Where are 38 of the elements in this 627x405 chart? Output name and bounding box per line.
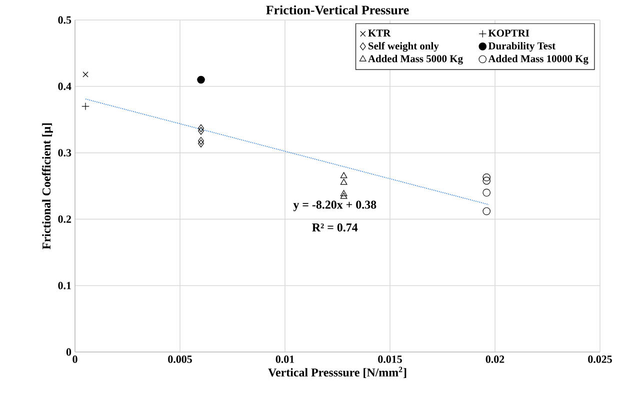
y-tick-label: 0.1 <box>58 282 71 290</box>
chart-title: Friction-Vertical Pressure <box>266 5 409 15</box>
annotation: y = -8.20x + 0.38 <box>293 200 376 212</box>
point <box>482 207 491 216</box>
point <box>482 173 491 182</box>
legend-label: KTR <box>368 30 391 36</box>
x-tick-label: 0.025 <box>588 356 612 363</box>
point <box>197 76 205 84</box>
point <box>482 188 491 197</box>
y-axis-title: Frictional Coefficient [μ] <box>42 123 53 250</box>
y-tick-label: 0.2 <box>58 215 72 223</box>
point <box>340 172 348 178</box>
point <box>198 136 204 145</box>
point <box>340 192 348 199</box>
y-tick-label: 0.4 <box>58 82 72 90</box>
x-tick-label: 0.015 <box>378 356 402 363</box>
point <box>340 190 348 196</box>
point <box>198 126 204 135</box>
legend-label: Durability Test <box>488 42 556 52</box>
x-tick-label: 0.02 <box>486 356 504 363</box>
y-tick-label: 0 <box>66 348 72 356</box>
point <box>482 176 491 185</box>
point <box>82 102 90 110</box>
x-axis-title: Vertical Presssure [N/mm$^{2}$] <box>268 366 406 378</box>
x-tick-label: 0.005 <box>168 356 192 363</box>
x-tick-label: 0.01 <box>276 356 294 363</box>
point <box>82 72 88 78</box>
point <box>198 140 204 148</box>
point <box>340 178 348 185</box>
annotation: R² = 0.74 <box>312 223 358 232</box>
legend-label: Self weight only <box>368 42 439 52</box>
x-tick-label: 0 <box>72 356 78 363</box>
legend-label: Added Mass 5000 Kg <box>368 54 463 64</box>
point <box>198 124 204 132</box>
y-tick-label: 0.5 <box>58 16 72 24</box>
legend-label: KOPTRI <box>488 30 530 37</box>
legend-label: Added Mass 10000 Kg <box>488 54 588 64</box>
y-tick-label: 0.3 <box>58 149 72 157</box>
